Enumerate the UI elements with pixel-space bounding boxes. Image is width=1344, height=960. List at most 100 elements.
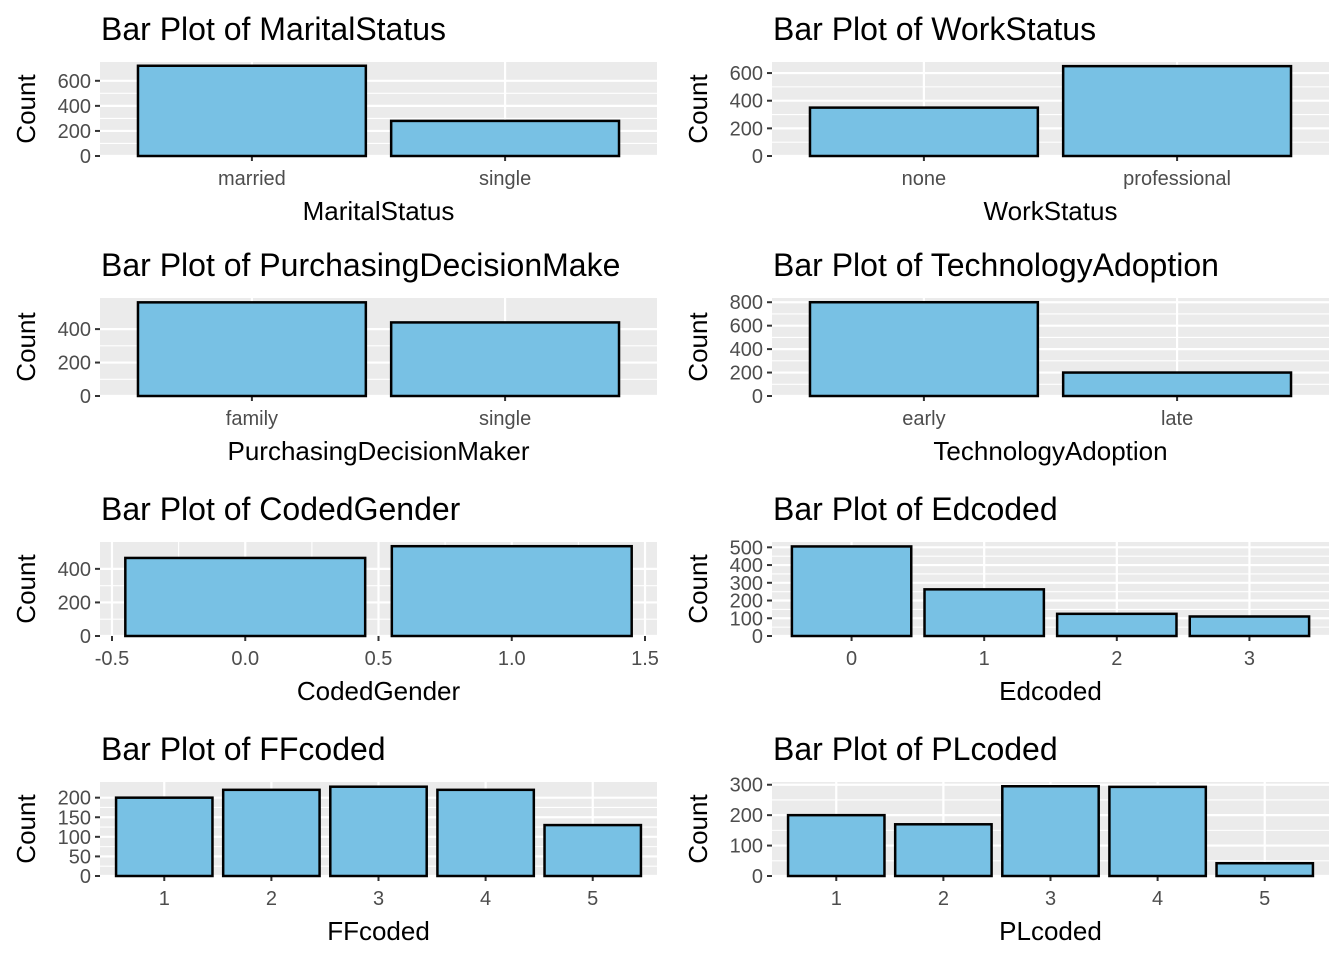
y-tick-label: 400 [58,559,91,581]
y-axis-label: Count [683,312,713,382]
chart-title: Bar Plot of CodedGender [101,491,461,527]
chart-title: Bar Plot of MaritalStatus [101,11,446,47]
y-tick-label: 0 [752,386,763,408]
x-tick-label: -0.5 [95,648,129,670]
y-tick-label: 200 [730,363,763,385]
x-tick-label: 0 [846,648,857,670]
y-tick-label: 200 [58,121,91,143]
y-tick-label: 600 [730,63,763,85]
bar [808,300,1040,398]
y-tick-label: 500 [730,537,763,559]
chart-title: Bar Plot of FFcoded [101,731,386,767]
y-axis-label: Count [11,554,41,624]
y-tick-label: 200 [730,805,763,827]
y-tick-label: 600 [58,71,91,93]
y-axis-label: Count [11,312,41,382]
chart-title: Bar Plot of PurchasingDecisionMake [101,247,620,283]
x-tick-label: 1 [159,888,170,910]
y-tick-label: 200 [730,118,763,140]
y-tick-label: 100 [58,827,91,849]
chart-title: Bar Plot of WorkStatus [773,11,1096,47]
bar [893,823,993,878]
chart-title: Bar Plot of Edcoded [773,491,1058,527]
bar [221,788,321,878]
x-tick-label: 5 [1259,888,1270,910]
x-tick-label: 3 [373,888,384,910]
y-tick-label: 400 [730,339,763,361]
y-axis-label: Count [683,74,713,144]
y-tick-label: 0 [80,146,91,168]
bar [114,796,214,878]
x-axis-label: TechnologyAdoption [933,436,1167,466]
x-tick-label: late [1161,408,1193,430]
bar [786,813,886,878]
x-tick-label: 2 [266,888,277,910]
chart-title: Bar Plot of TechnologyAdoption [773,247,1219,283]
y-tick-label: 50 [69,846,91,868]
x-tick-label: 0.0 [231,648,259,670]
y-tick-label: 600 [730,316,763,338]
x-tick-label: family [226,408,278,430]
x-tick-label: married [218,168,286,190]
x-tick-label: 1 [979,648,990,670]
y-tick-label: 300 [730,775,763,797]
bar [136,301,368,398]
bar [136,64,368,158]
bar [1108,785,1208,878]
chart-panel: 0 200 400 family single Bar Plot of Purchasin… [11,247,657,466]
bar [1215,861,1315,878]
bar [389,321,621,398]
x-tick-label: single [479,168,531,190]
x-axis-label: FFcoded [327,916,430,946]
y-axis-label: Count [11,74,41,144]
y-axis-label: Count [11,794,41,864]
x-tick-label: 1.5 [631,648,659,670]
chart-panel: 0 200 400 600 none professional Bar Plot of Wo… [683,11,1329,226]
bar [790,545,913,638]
y-axis-label: Count [683,554,713,624]
y-tick-label: 150 [58,807,91,829]
x-tick-label: professional [1123,168,1231,190]
bar [436,788,536,878]
bar [1061,64,1293,158]
x-tick-label: 2 [1111,648,1122,670]
x-axis-label: PLcoded [999,916,1102,946]
y-axis-label: Count [683,794,713,864]
chart-panel: 0 200 400 600 married single Bar Plot of Marit… [11,11,657,226]
y-tick-label: 200 [58,353,91,375]
bar [389,119,621,158]
bar [1055,612,1178,638]
x-tick-label: 4 [1152,888,1163,910]
x-axis-label: PurchasingDecisionMaker [227,436,529,466]
x-axis-label: WorkStatus [984,196,1118,226]
x-axis-label: MaritalStatus [303,196,455,226]
y-tick-label: 0 [80,866,91,888]
bar [1188,615,1311,638]
x-axis-label: Edcoded [999,676,1102,706]
chart-panel: 0 200 400 -0.5 0.0 0.5 1.0 1.5 Bar Plot of Coded… [11,491,659,706]
y-tick-label: 800 [730,292,763,314]
y-tick-label: 100 [730,608,763,630]
chart-panel: 0 100 200 300 1 2 3 4 5 Bar Plot of PLcoded PLcode… [683,731,1329,946]
bar [329,785,428,878]
bar [1001,785,1100,878]
y-tick-label: 400 [58,319,91,341]
chart-title: Bar Plot of PLcoded [773,731,1058,767]
x-tick-label: 5 [587,888,598,910]
y-tick-label: 400 [58,96,91,118]
bar [543,823,643,878]
y-tick-label: 0 [752,866,763,888]
y-tick-label: 200 [58,788,91,810]
bar [808,106,1040,158]
x-axis-label: CodedGender [297,676,461,706]
bar [1061,371,1293,398]
bar [390,544,633,638]
x-tick-label: 3 [1244,648,1255,670]
x-tick-label: 4 [480,888,491,910]
bar [923,588,1046,638]
y-tick-label: 0 [752,626,763,648]
